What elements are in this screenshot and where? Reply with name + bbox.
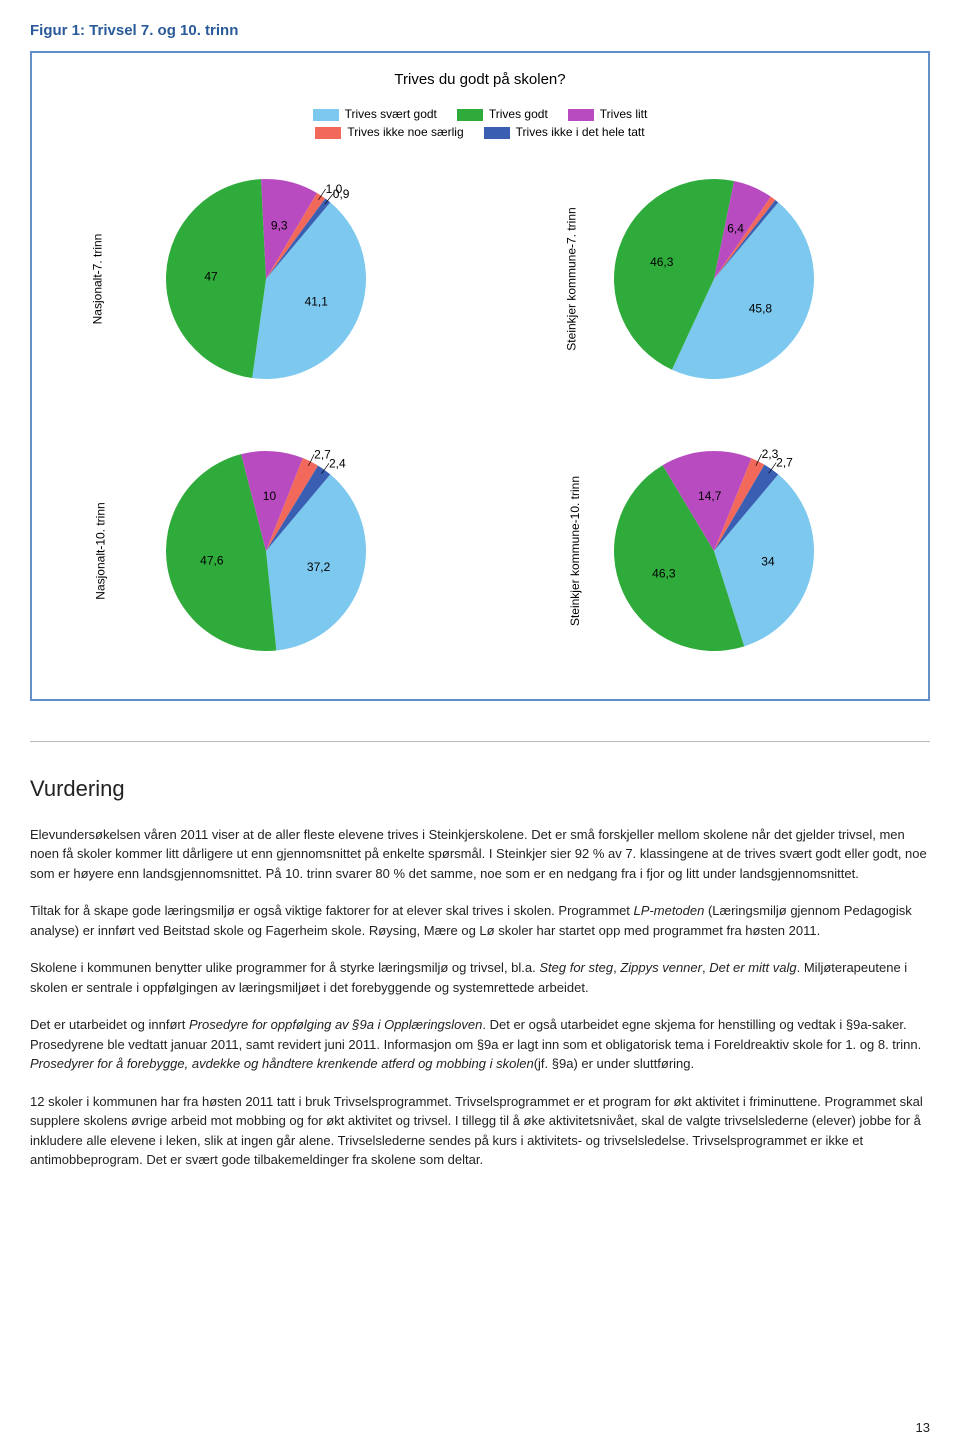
pie-chart: 37,247,6102,72,4: [126, 431, 386, 671]
pie-cell: Nasjonalt-7. trinn41,1479,31,00,9: [52, 155, 460, 403]
pie-cell: Nasjonalt-10. trinn37,247,6102,72,4: [52, 428, 460, 676]
pie-cell: Steinkjer kommune-10. trinn3446,314,72,3…: [500, 428, 908, 676]
section-heading: Vurdering: [30, 772, 930, 805]
slice-label: 37,2: [307, 560, 331, 574]
slice-label: 2,7: [776, 456, 793, 470]
chart-panel: Trives du godt på skolen? Trives svært g…: [30, 51, 930, 701]
body-text: Elevundersøkelsen våren 2011 viser at de…: [30, 825, 930, 1170]
legend-swatch: [568, 109, 594, 121]
pies-grid: Nasjonalt-7. trinn41,1479,31,00,9Steinkj…: [52, 155, 908, 675]
slice-label: 46,3: [650, 255, 674, 269]
slice-label: 41,1: [305, 294, 329, 308]
slice-label: 6,4: [727, 221, 744, 235]
paragraph: 12 skoler i kommunen har fra høsten 2011…: [30, 1092, 930, 1170]
paragraph: Elevundersøkelsen våren 2011 viser at de…: [30, 825, 930, 884]
legend-label: Trives godt: [489, 107, 548, 121]
slice-label: 47,6: [200, 554, 224, 568]
legend-item: Trives litt: [568, 105, 648, 123]
legend-swatch: [457, 109, 483, 121]
legend-swatch: [313, 109, 339, 121]
slice-label: 9,3: [271, 218, 288, 232]
divider: [30, 741, 930, 742]
legend-label: Trives svært godt: [345, 107, 437, 121]
paragraph: Skolene i kommunen benytter ulike progra…: [30, 958, 930, 997]
chart-title: Trives du godt på skolen?: [52, 69, 908, 92]
slice-label: 45,8: [749, 301, 773, 315]
slice-label: 10: [263, 489, 277, 503]
legend-label: Trives litt: [600, 107, 648, 121]
pie-chart: 3446,314,72,32,7: [574, 431, 834, 671]
legend-item: Trives ikke noe særlig: [315, 123, 463, 141]
page-number: 13: [916, 1418, 930, 1438]
chart-legend: Trives svært godt Trives godt Trives litt T…: [52, 105, 908, 141]
slice-label: 2,4: [329, 457, 346, 471]
pie-row-label: Steinkjer kommune-7. trinn: [563, 207, 581, 350]
pie-row-label: Nasjonalt-10. trinn: [92, 503, 110, 600]
slice-label: 14,7: [698, 489, 722, 503]
slice-label: 0,9: [333, 187, 350, 201]
slice-label: 47: [204, 269, 218, 283]
slice-label: 34: [761, 555, 775, 569]
paragraph: Det er utarbeidet og innført Prosedyre f…: [30, 1015, 930, 1074]
pie-row-label: Nasjonalt-7. trinn: [88, 233, 106, 324]
paragraph: Tiltak for å skape gode læringsmiljø er …: [30, 901, 930, 940]
legend-swatch: [315, 127, 341, 139]
pie-chart: 41,1479,31,00,9: [126, 159, 386, 399]
legend-item: Trives ikke i det hele tatt: [484, 123, 645, 141]
pie-cell: Steinkjer kommune-7. trinn 45,8 46,3 6,4: [500, 155, 908, 403]
pie-chart: 45,8 46,3 6,4: [574, 159, 834, 399]
legend-label: Trives ikke i det hele tatt: [516, 125, 645, 139]
legend-item: Trives godt: [457, 105, 548, 123]
pie-row-label: Steinkjer kommune-10. trinn: [566, 476, 584, 626]
legend-item: Trives svært godt: [313, 105, 437, 123]
legend-swatch: [484, 127, 510, 139]
figure-title: Figur 1: Trivsel 7. og 10. trinn: [30, 20, 930, 43]
slice-label: 46,3: [652, 567, 676, 581]
legend-label: Trives ikke noe særlig: [347, 125, 463, 139]
